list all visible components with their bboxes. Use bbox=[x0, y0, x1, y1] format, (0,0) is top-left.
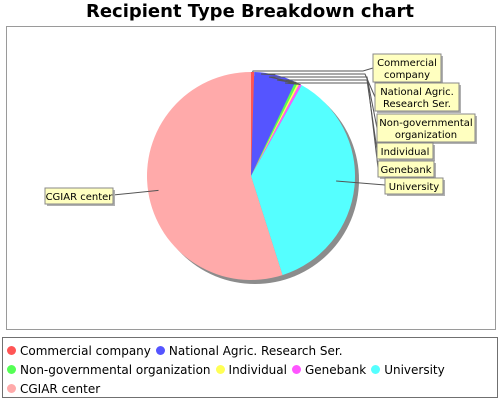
pie-slice-genebank bbox=[251, 83, 302, 176]
legend-swatch bbox=[371, 365, 381, 374]
legend-swatch bbox=[215, 365, 225, 374]
callout-label-nars: National Agric. bbox=[380, 87, 454, 98]
legend-item: National Agric. Research Ser. bbox=[155, 343, 343, 358]
leader-line-cgiar bbox=[112, 189, 159, 196]
callout-box-genebank bbox=[377, 160, 435, 178]
legend-swatch bbox=[7, 346, 16, 355]
legend-swatch bbox=[7, 365, 16, 374]
callout-box-cgiar bbox=[44, 187, 114, 205]
legend: Commercial company National Agric. Resear… bbox=[2, 337, 498, 398]
pie-slice-non-governmental-organization bbox=[251, 81, 298, 176]
pie-slice-university bbox=[251, 85, 355, 276]
legend-item: Non-governmental organization bbox=[7, 363, 211, 377]
legend-label: CGIAR center bbox=[20, 381, 101, 396]
pie-slice-national-agric-research-ser bbox=[251, 72, 296, 176]
legend-item: Commercial company bbox=[7, 344, 151, 358]
plot-area: Commercial company National Agric. Research… bbox=[6, 26, 496, 330]
legend-label: University bbox=[384, 362, 445, 377]
leader-line-nars bbox=[260, 73, 376, 98]
callout-label-commercial: company bbox=[384, 70, 430, 81]
legend-swatch bbox=[291, 365, 301, 374]
callout-box-individual bbox=[376, 142, 434, 160]
callout-label-individual: Individual bbox=[381, 147, 430, 158]
callout-label-ngo: organization bbox=[395, 130, 457, 141]
legend-swatch bbox=[155, 346, 165, 355]
legend-label: Commercial company bbox=[20, 343, 151, 358]
callout-label-ngo: Non-governmental bbox=[379, 118, 472, 129]
legend-label: National Agric. Research Ser. bbox=[168, 343, 343, 358]
leader-line-university bbox=[336, 180, 386, 186]
pie-slice-individual bbox=[251, 83, 300, 176]
legend-label: Non-governmental organization bbox=[20, 362, 211, 377]
leader-line-commercial bbox=[252, 67, 374, 73]
callout-label-genebank: Genebank bbox=[381, 165, 432, 176]
legend-item: University bbox=[371, 363, 445, 377]
legend-swatch bbox=[7, 384, 16, 393]
leader-line-genebank bbox=[284, 82, 379, 169]
legend-label: Individual bbox=[228, 362, 287, 377]
callout-box-university bbox=[384, 177, 444, 195]
callout-label-nars: Research Ser. bbox=[383, 99, 451, 110]
legend-item: CGIAR center bbox=[7, 382, 100, 396]
callout-box-ngo bbox=[376, 113, 476, 143]
legend-label: Genebank bbox=[304, 362, 367, 377]
pie-slice-commercial-company bbox=[251, 72, 255, 176]
callout-box-commercial bbox=[372, 53, 442, 83]
chart-title: Recipient Type Breakdown chart bbox=[85, 1, 415, 22]
pie-slice-cgiar-center bbox=[146, 72, 283, 280]
callout-label-cgiar: CGIAR center bbox=[46, 192, 114, 203]
callout-box-nars bbox=[374, 82, 460, 112]
callout-label-university: University bbox=[389, 182, 440, 193]
callout-label-commercial: Commercial bbox=[377, 58, 437, 69]
legend-item: Individual bbox=[215, 362, 287, 377]
legend-item: Genebank bbox=[291, 362, 367, 377]
